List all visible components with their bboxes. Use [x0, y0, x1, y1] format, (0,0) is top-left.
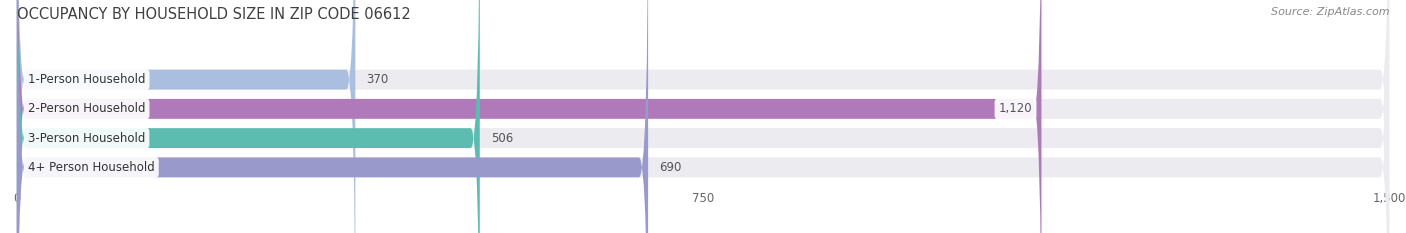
Text: 3-Person Household: 3-Person Household [28, 132, 145, 145]
FancyBboxPatch shape [17, 0, 356, 233]
FancyBboxPatch shape [17, 0, 1389, 233]
Text: 2-Person Household: 2-Person Household [28, 102, 145, 115]
FancyBboxPatch shape [17, 0, 479, 233]
FancyBboxPatch shape [17, 0, 1389, 233]
FancyBboxPatch shape [17, 0, 648, 233]
Text: 690: 690 [659, 161, 682, 174]
Text: OCCUPANCY BY HOUSEHOLD SIZE IN ZIP CODE 06612: OCCUPANCY BY HOUSEHOLD SIZE IN ZIP CODE … [17, 7, 411, 22]
FancyBboxPatch shape [17, 0, 1042, 233]
FancyBboxPatch shape [17, 0, 1389, 233]
FancyBboxPatch shape [17, 0, 1389, 233]
Text: 4+ Person Household: 4+ Person Household [28, 161, 155, 174]
Text: Source: ZipAtlas.com: Source: ZipAtlas.com [1271, 7, 1389, 17]
Text: 370: 370 [367, 73, 388, 86]
Text: 506: 506 [491, 132, 513, 145]
Text: 1-Person Household: 1-Person Household [28, 73, 145, 86]
Text: 1,120: 1,120 [998, 102, 1032, 115]
